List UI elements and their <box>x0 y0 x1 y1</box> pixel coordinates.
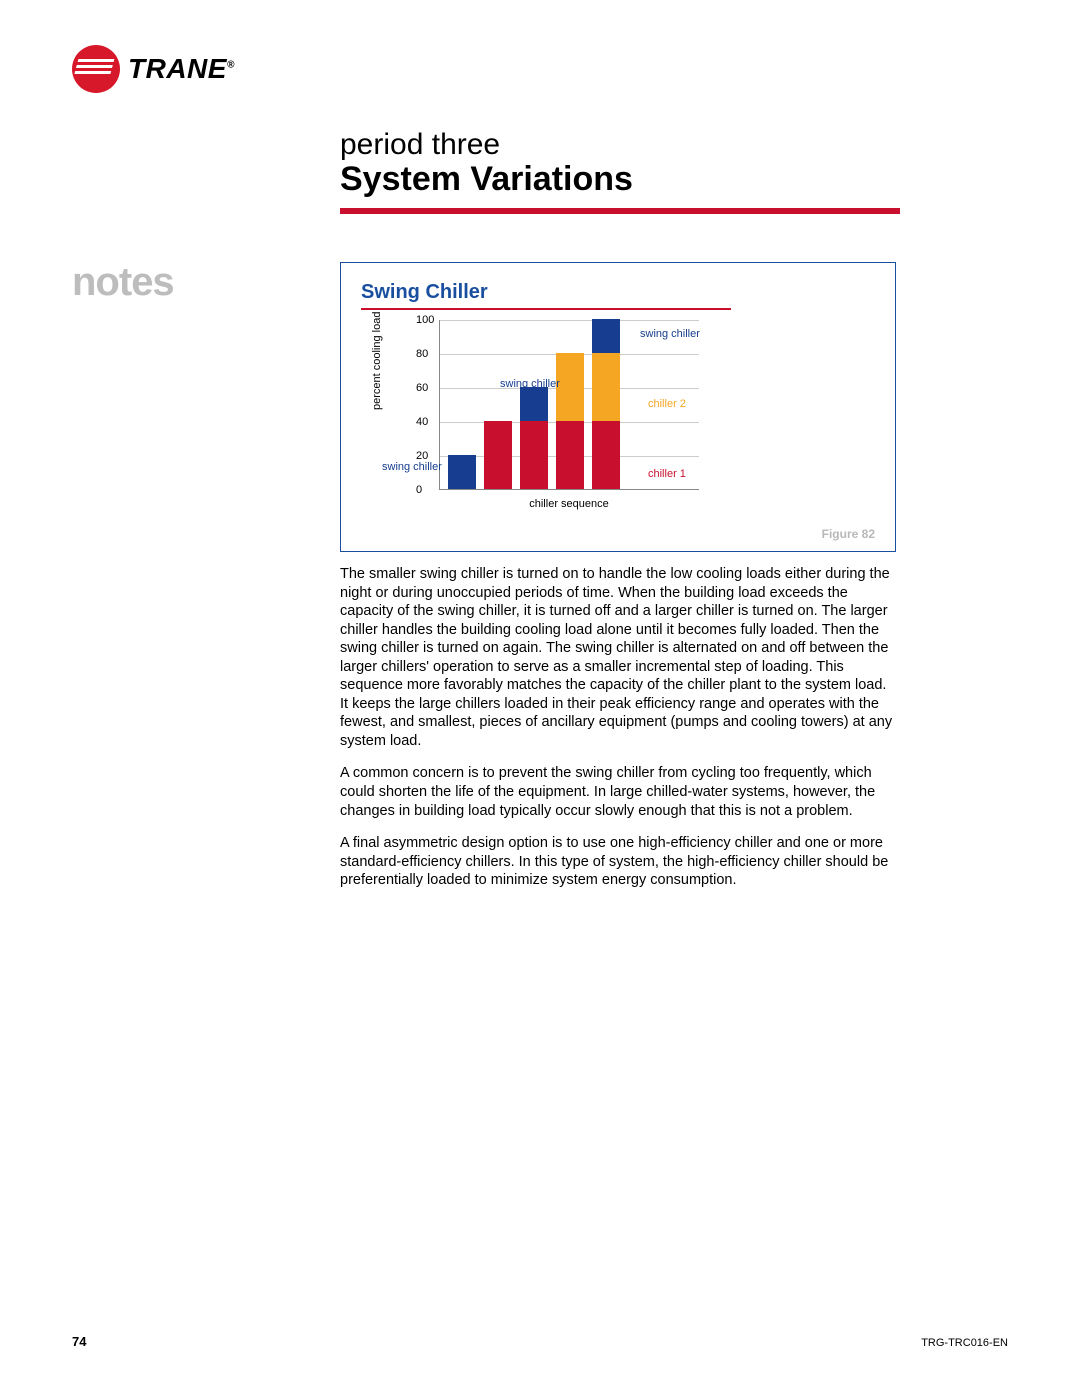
chart-gridline <box>440 320 699 321</box>
chart-bar-segment-chiller2 <box>592 353 620 421</box>
chart-bar-segment-chiller1 <box>484 421 512 489</box>
figure-caption: Figure 82 <box>822 527 875 541</box>
body-paragraph: A final asymmetric design option is to u… <box>340 834 896 890</box>
notes-sidebar-label: notes <box>72 260 174 305</box>
page-title: System Variations <box>340 160 633 199</box>
chart-bar-segment-chiller1 <box>592 421 620 489</box>
chart-bar-segment-chiller2 <box>556 353 584 421</box>
chart-ytick: 100 <box>416 314 434 326</box>
figure-title-underline <box>361 308 731 310</box>
chart-annotation: chiller 1 <box>648 468 686 480</box>
chart-annotation: swing chiller <box>640 328 700 340</box>
chart-ytick: 80 <box>416 348 428 360</box>
chart-ytick: 60 <box>416 382 428 394</box>
chart-annotation: swing chiller <box>382 461 442 473</box>
body-paragraph: The smaller swing chiller is turned on t… <box>340 565 896 750</box>
chart-annotation: swing chiller <box>500 378 560 390</box>
body-paragraph: A common concern is to prevent the swing… <box>340 764 896 820</box>
chart-bar-segment-chiller1 <box>556 421 584 489</box>
brand-logo-icon <box>72 45 120 93</box>
chart-ytick: 0 <box>416 484 422 496</box>
title-underline <box>340 208 900 214</box>
period-label: period three <box>340 128 500 162</box>
figure-container: Swing Chiller percent cooling load 02040… <box>340 262 896 552</box>
figure-title: Swing Chiller <box>361 281 875 304</box>
chart-annotation: chiller 2 <box>648 398 686 410</box>
document-id: TRG-TRC016-EN <box>921 1337 1008 1349</box>
chart-x-axis-label: chiller sequence <box>439 498 699 510</box>
brand-logo: TRANE® <box>72 45 235 93</box>
chart-bar-segment-swing <box>592 319 620 353</box>
chart-bar-segment-chiller1 <box>520 421 548 489</box>
page-number: 74 <box>72 1334 86 1349</box>
chart-y-axis-label: percent cooling load <box>371 312 383 410</box>
chart-ytick: 40 <box>416 416 428 428</box>
chart-wrapper: percent cooling load 020406080100swing c… <box>411 320 875 520</box>
chart-bar-segment-swing <box>520 387 548 421</box>
body-text: The smaller swing chiller is turned on t… <box>340 565 896 904</box>
chart-bar-segment-swing <box>448 455 476 489</box>
chart-plot-area: 020406080100swing chillerswing chillersw… <box>439 320 699 490</box>
brand-name: TRANE® <box>128 53 235 85</box>
brand-name-text: TRANE <box>128 53 227 84</box>
registered-mark: ® <box>227 60 235 71</box>
